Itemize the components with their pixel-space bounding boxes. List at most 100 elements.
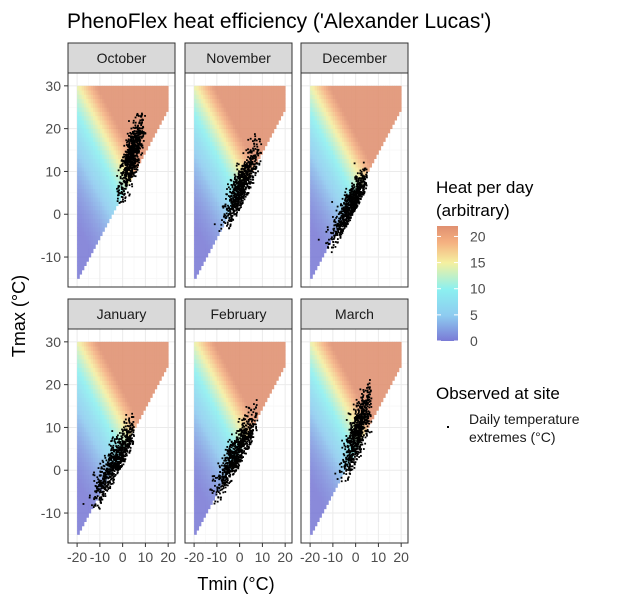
heat-cell: [86, 128, 89, 134]
heat-cell: [280, 94, 284, 100]
heat-cell: [339, 167, 343, 172]
heat-cell: [88, 201, 92, 207]
heat-cell: [102, 150, 105, 155]
data-point: [243, 162, 246, 165]
heat-cell: [312, 192, 316, 198]
heat-cell: [88, 227, 92, 232]
data-point: [231, 203, 234, 206]
heat-cell: [134, 107, 137, 112]
data-point: [135, 141, 137, 144]
heat-cell: [115, 180, 119, 185]
data-point: [132, 131, 135, 133]
heat-cell: [77, 132, 80, 138]
data-point: [234, 181, 237, 184]
heat-cell: [216, 171, 220, 177]
data-point: [142, 133, 145, 135]
heat-cell: [223, 102, 227, 108]
heat-cell: [106, 175, 110, 181]
heat-cell: [316, 124, 320, 130]
heat-cell: [219, 145, 222, 151]
data-point: [241, 183, 244, 185]
data-point: [117, 192, 120, 194]
heat-cell: [93, 120, 96, 125]
heat-cell: [326, 201, 329, 207]
heat-cell: [319, 188, 322, 194]
data-point: [236, 168, 239, 171]
data-point: [234, 189, 237, 192]
heat-cell: [115, 85, 119, 91]
heat-cell: [330, 180, 334, 185]
heat-cell: [314, 94, 318, 100]
heat-cell: [111, 137, 114, 142]
data-point: [226, 223, 229, 226]
heat-cell: [278, 98, 282, 104]
heat-cell: [330, 107, 334, 112]
heat-cell: [351, 154, 354, 159]
heat-cell: [328, 227, 331, 232]
heat-cell: [248, 107, 252, 112]
heat-cell: [138, 154, 142, 159]
heat-cell: [232, 115, 236, 121]
heat-cell: [253, 162, 256, 168]
heat-cell: [235, 171, 238, 177]
heat-cell: [81, 171, 85, 177]
heat-cell: [111, 162, 114, 168]
data-point: [227, 207, 230, 210]
heat-cell: [319, 205, 322, 211]
heat-cell: [264, 102, 268, 108]
heat-cell: [241, 85, 245, 91]
heat-cell: [241, 137, 245, 142]
heat-cell: [387, 94, 391, 100]
heat-cell: [328, 90, 331, 95]
heat-cell: [235, 94, 238, 100]
data-point: [124, 150, 127, 153]
heat-cell: [111, 128, 114, 134]
data-point: [250, 158, 252, 160]
heat-cell: [194, 85, 197, 91]
data-point: [248, 151, 251, 153]
heat-cell: [113, 120, 117, 125]
heat-cell: [257, 102, 261, 108]
heat-cell: [310, 85, 313, 91]
heat-cell: [115, 94, 119, 100]
heat-cell: [316, 94, 320, 100]
heat-cell: [79, 214, 83, 219]
data-point: [132, 153, 135, 156]
heat-cell: [321, 197, 325, 202]
data-point: [246, 192, 249, 195]
heat-cell: [337, 137, 341, 142]
heat-cell: [223, 184, 227, 189]
data-point: [250, 172, 253, 175]
data-point: [125, 156, 127, 159]
data-point: [231, 184, 234, 187]
heat-cell: [124, 128, 128, 134]
heat-cell: [321, 192, 325, 198]
heat-cell: [280, 85, 284, 91]
data-point: [135, 150, 137, 153]
heat-cell: [332, 120, 336, 125]
heat-cell: [312, 209, 316, 215]
data-point: [239, 177, 242, 179]
data-point: [242, 152, 245, 155]
data-point: [249, 172, 252, 175]
heat-cell: [120, 192, 124, 198]
heat-cell: [369, 107, 372, 112]
heat-cell: [86, 111, 89, 117]
heat-cell: [385, 124, 388, 130]
heat-cell: [251, 85, 254, 91]
heat-cell: [77, 252, 80, 258]
heat-cell: [198, 107, 202, 112]
heat-cell: [357, 167, 361, 172]
heat-cell: [371, 111, 375, 117]
heat-cell: [228, 180, 231, 185]
heat-cell: [216, 201, 220, 207]
heat-cell: [380, 102, 384, 108]
heat-cell: [93, 162, 96, 168]
heat-cell: [143, 124, 146, 130]
heat-cell: [115, 141, 119, 147]
heat-cell: [312, 124, 316, 130]
heat-cell: [353, 94, 357, 100]
heat-cell: [346, 141, 350, 147]
data-point: [122, 156, 125, 159]
heat-cell: [134, 85, 137, 91]
